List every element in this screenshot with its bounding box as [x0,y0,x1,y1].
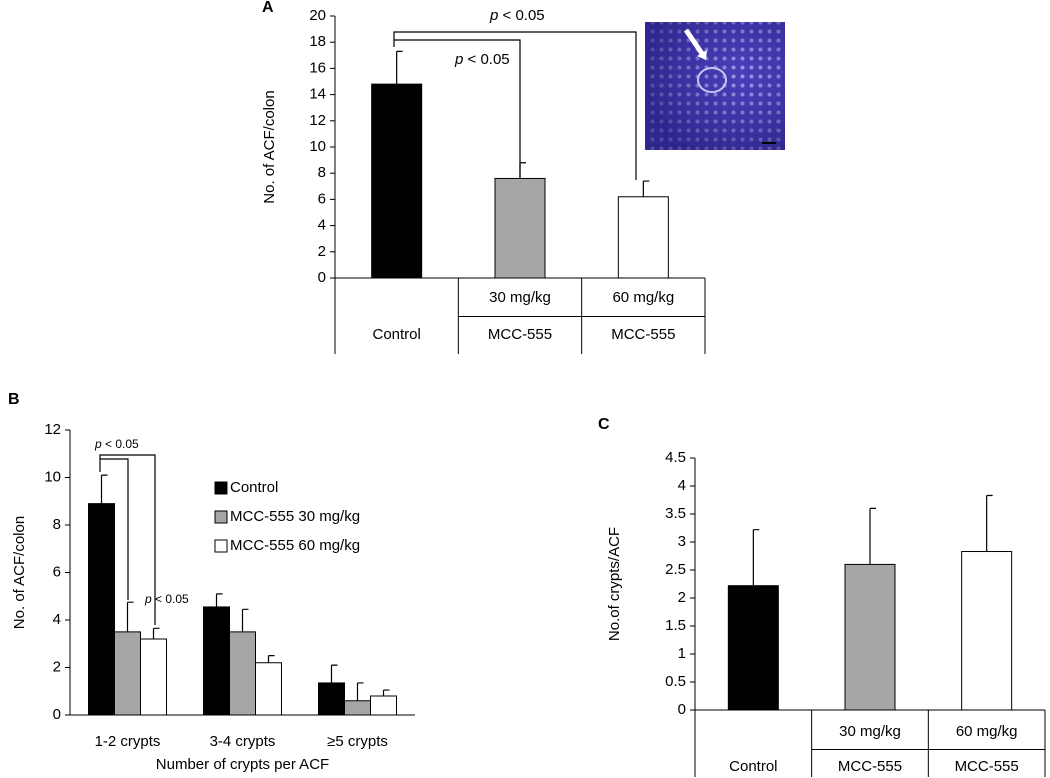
error-bar [396,50,403,85]
y-tick-label: 3 [678,533,686,550]
annotation: p < 0.05 [144,592,189,606]
chart-panel: C No.of crypts/ACF 0 0.5 1 1.5 2 2.5 3 3.5 4 4.5 Con… [598,416,1046,777]
panel-label: C [598,416,610,433]
bar [371,83,423,279]
error-bar [986,494,993,552]
x-tick-label: 3-4 crypts [210,733,276,750]
y-tick-label: 2 [53,658,61,675]
annotation: p < 0.05 [454,51,510,68]
error-bar [642,180,650,197]
y-tick-label: 10 [44,468,61,485]
y-axis-label: No. of ACF/colon [11,516,28,629]
panel-label: A [262,0,274,16]
x-tick-label-2: Control [372,326,420,343]
legend-swatch [214,510,228,524]
y-tick-label: 0 [678,701,686,718]
y-tick-label: 12 [44,421,61,438]
y-tick-label: 2.5 [665,561,686,578]
y-tick-label: 6 [53,563,61,580]
error-bar [100,474,108,504]
x-tick-label: 30 mg/kg [839,723,901,740]
error-bar [752,529,760,586]
bar [370,695,397,716]
bar [844,563,896,711]
y-tick-label: 2 [318,243,326,260]
y-tick-label: 10 [309,138,326,155]
error-bar [382,689,390,696]
legend-label: MCC-555 30 mg/kg [230,508,360,525]
error-bar [215,593,223,607]
error-bar [356,682,364,701]
error-bar [267,655,275,663]
bar [318,682,345,716]
error-bar [330,664,338,683]
legend-label: Control [230,479,278,496]
bar [344,700,371,716]
y-tick-label: 16 [309,59,326,76]
x-tick-label-2: Control [729,758,777,775]
y-tick-label: 4.5 [665,449,686,466]
error-bar [241,608,249,632]
y-tick-label: 4 [318,217,326,234]
y-tick-label: 0.5 [665,673,686,690]
x-axis-label: Number of crypts per ACF [156,756,329,773]
y-tick-label: 4 [678,477,686,494]
y-tick-label: 18 [309,33,326,50]
bar [494,177,546,279]
x-tick-label: 60 mg/kg [956,723,1018,740]
y-tick-label: 20 [309,7,326,24]
x-tick-label-2: MCC-555 [488,326,552,343]
y-tick-label: 12 [309,112,326,129]
y-axis-label: No.of crypts/ACF [606,527,623,641]
legend-swatch [214,481,228,495]
x-tick-label-2: MCC-555 [955,758,1019,775]
bar [255,662,282,716]
y-tick-label: 1 [678,645,686,662]
error-bar [869,507,876,565]
annotation: p < 0.05 [489,7,545,24]
y-tick-label: 14 [309,86,326,103]
y-tick-label: 3.5 [665,505,686,522]
y-tick-label: 1.5 [665,617,686,634]
bar [961,551,1013,711]
bar [88,503,115,716]
inset-image [645,22,785,150]
y-tick-label: 6 [318,190,326,207]
error-bar [126,601,134,632]
y-tick-label: 0 [318,269,326,286]
y-tick-label: 2 [678,589,686,606]
y-tick-label: 0 [53,706,61,723]
x-tick-label: 30 mg/kg [489,289,551,306]
x-tick-label: ≥5 crypts [327,733,388,750]
y-tick-label: 4 [53,611,61,628]
y-tick-label: 8 [53,516,61,533]
bar [203,606,230,716]
chart-panel: A No. of ACF/colon 0 2 4 6 8 10 12 14 16 18 20 Contro… [261,0,706,354]
annotation: p < 0.05 [94,437,139,451]
x-tick-label: 1-2 crypts [95,733,161,750]
bar [727,585,779,711]
bar [114,631,141,716]
x-tick-label-2: MCC-555 [838,758,902,775]
legend-label: MCC-555 60 mg/kg [230,537,360,554]
bar [140,638,167,716]
y-axis-label: No. of ACF/colon [261,90,278,203]
error-bar [519,162,526,179]
legend-swatch [214,539,228,553]
significance-brackets [99,31,637,625]
y-tick-label: 8 [318,164,326,181]
chart-panel: B No. of ACF/colon 0 2 4 6 8 10 12 1-2 crypts 3-4 … [8,391,415,773]
x-tick-label: 60 mg/kg [612,289,674,306]
bar [617,196,669,279]
panel-label: B [8,391,20,408]
error-bar [152,627,160,639]
bar [229,631,256,716]
x-tick-label-2: MCC-555 [611,326,675,343]
